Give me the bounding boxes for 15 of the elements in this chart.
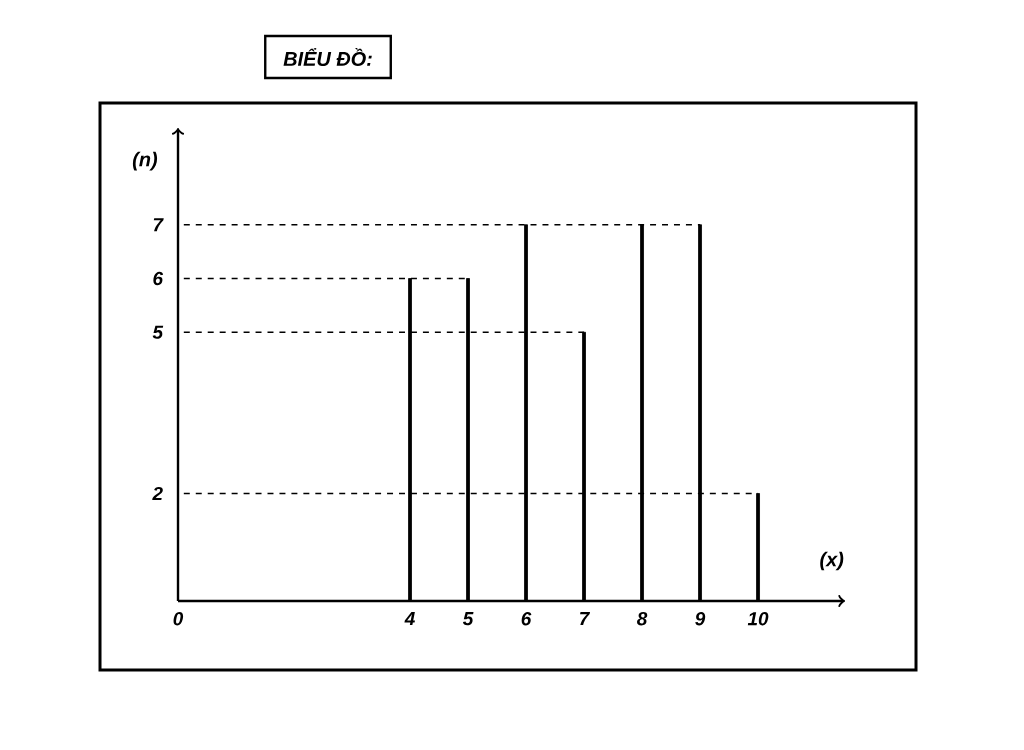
- x-tick-label: 9: [695, 612, 706, 626]
- y-tick-label: 7: [153, 218, 164, 232]
- y-tick-label: 5: [152, 325, 164, 339]
- x-tick-label: 4: [404, 612, 415, 626]
- x-tick-label: 7: [580, 612, 591, 626]
- y-tick-label: 6: [153, 271, 164, 286]
- x-tick-label: 0: [173, 612, 184, 626]
- chart-title: BIỂU ĐỒ:: [283, 47, 372, 67]
- x-tick-label: 8: [637, 612, 648, 626]
- x-tick-label: 5: [462, 612, 474, 626]
- y-axis-title: (n): [132, 151, 158, 171]
- x-axis-title: (x): [820, 551, 844, 571]
- x-tick-label: 6: [521, 612, 532, 626]
- y-tick-label: 2: [152, 486, 163, 501]
- x-tick-label: 10: [747, 612, 769, 626]
